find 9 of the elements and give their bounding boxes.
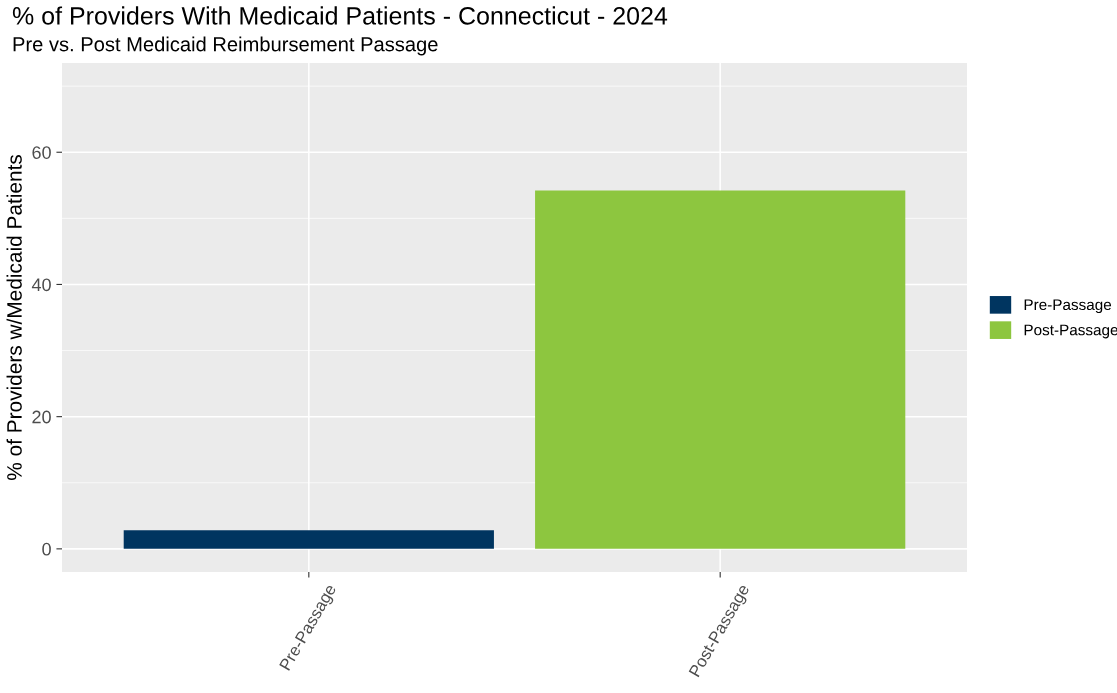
legend-label: Pre-Passage xyxy=(1024,299,1112,314)
y-tick-label: 40 xyxy=(31,278,51,292)
y-tick-label: 0 xyxy=(42,542,51,556)
legend-label: Post-Passage xyxy=(1024,324,1117,339)
chart-title: % of Providers With Medicaid Patients - Connecticut - 2024 xyxy=(12,6,668,25)
chart-subtitle: Pre vs. Post Medicaid Reimbursement Passage xyxy=(13,36,438,56)
y-tick-label: 20 xyxy=(32,410,51,424)
y-tick-label: 60 xyxy=(32,146,51,159)
y-axis-title: % of Providers w/Medicaid Patients xyxy=(6,154,22,481)
